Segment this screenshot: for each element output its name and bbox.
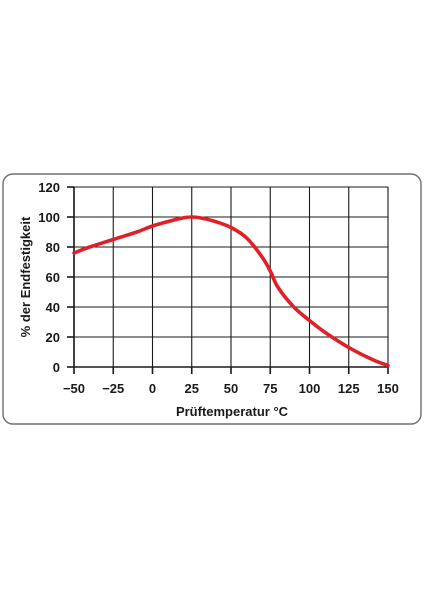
- series-line: [72, 215, 390, 368]
- x-tick-label: 125: [338, 381, 360, 396]
- y-tick-label: 40: [46, 300, 60, 315]
- x-tick-label: 100: [299, 381, 321, 396]
- y-tick-label: 0: [53, 360, 60, 375]
- series: [72, 215, 390, 368]
- x-tick-label: 25: [185, 381, 199, 396]
- y-axis-label: % der Endfestigkeit: [18, 216, 33, 337]
- x-tick-label: 150: [377, 381, 399, 396]
- y-tick-label: 100: [38, 210, 60, 225]
- y-tick-label: 20: [46, 330, 60, 345]
- x-tick-label: 0: [149, 381, 156, 396]
- chart-frame: [2, 173, 422, 425]
- tick-labels: −50 −25 0 25 50 75 100 125 150 0 20 40 60 80 100 120: [38, 180, 399, 396]
- axes: [67, 186, 389, 374]
- x-tick-label: −25: [102, 381, 124, 396]
- x-tick-label: −50: [63, 381, 85, 396]
- y-tick-label: 80: [46, 240, 60, 255]
- y-tick-label: 60: [46, 270, 60, 285]
- x-tick-label: 75: [263, 381, 277, 396]
- x-axis-label: Prüftemperatur °C: [176, 404, 289, 419]
- x-tick-label: 50: [224, 381, 238, 396]
- y-tick-label: 120: [38, 180, 60, 195]
